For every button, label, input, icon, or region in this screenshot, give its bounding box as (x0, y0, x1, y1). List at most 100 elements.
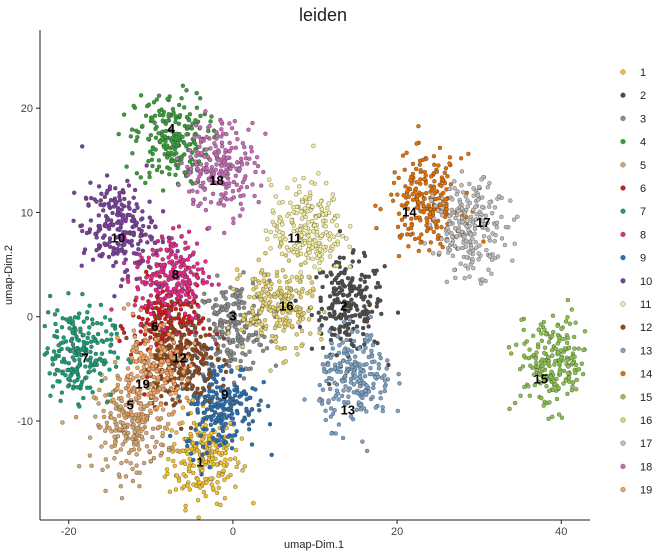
scatter-point (186, 399, 191, 404)
scatter-point (173, 253, 178, 258)
legend-key (620, 463, 626, 469)
scatter-point (203, 109, 208, 114)
legend-label: 12 (640, 322, 652, 334)
scatter-point (214, 341, 219, 346)
scatter-point (395, 192, 400, 197)
scatter-point (233, 484, 238, 489)
scatter-point (317, 267, 322, 272)
scatter-point (581, 347, 586, 353)
scatter-point (502, 242, 508, 248)
scatter-point (391, 180, 397, 186)
scatter-point (138, 307, 143, 313)
scatter-point (86, 331, 91, 336)
scatter-point (231, 216, 236, 221)
scatter-point (177, 102, 182, 108)
scatter-point (344, 370, 349, 375)
scatter-point (236, 460, 241, 465)
scatter-point (246, 410, 252, 415)
scatter-point (314, 275, 319, 280)
scatter-point (223, 362, 229, 367)
scatter-point (450, 253, 456, 258)
scatter-point (137, 470, 142, 475)
scatter-point (159, 393, 164, 399)
scatter-point (380, 405, 385, 410)
scatter-point (254, 155, 260, 160)
scatter-point (271, 222, 277, 227)
scatter-point (159, 169, 165, 175)
scatter-point (180, 83, 186, 88)
scatter-point (260, 348, 266, 353)
scatter-point (93, 358, 98, 363)
scatter-point (139, 351, 144, 356)
scatter-point (135, 287, 141, 292)
scatter-point (402, 222, 408, 228)
scatter-point (253, 387, 258, 392)
scatter-point (214, 462, 220, 467)
scatter-point (137, 447, 142, 452)
scatter-point (119, 496, 125, 501)
scatter-point (165, 285, 170, 290)
scatter-point (542, 361, 548, 366)
scatter-point (550, 353, 555, 358)
scatter-point (527, 347, 532, 352)
scatter-point (168, 248, 174, 253)
scatter-point (336, 422, 342, 427)
scatter-point (229, 126, 235, 131)
scatter-point (169, 150, 174, 155)
scatter-point (362, 253, 368, 259)
scatter-point (307, 237, 312, 242)
scatter-point (369, 359, 375, 365)
scatter-point (271, 312, 277, 317)
scatter-point (126, 183, 132, 188)
scatter-point (178, 264, 183, 270)
scatter-point (565, 335, 570, 341)
scatter-point (236, 299, 241, 304)
scatter-point (336, 300, 342, 305)
legend-label: 17 (640, 438, 652, 450)
scatter-point (177, 399, 182, 404)
scatter-point (494, 220, 500, 225)
scatter-point (94, 248, 99, 253)
scatter-point (186, 118, 192, 123)
scatter-point (536, 345, 541, 350)
scatter-point (174, 329, 179, 334)
scatter-point (162, 280, 167, 285)
scatter-point (338, 336, 343, 341)
scatter-point (160, 188, 166, 193)
scatter-point (328, 270, 333, 275)
cluster-label: 16 (279, 298, 293, 313)
scatter-point (85, 310, 90, 315)
scatter-point (563, 378, 569, 383)
scatter-point (194, 441, 199, 446)
scatter-point (200, 401, 205, 406)
scatter-point (104, 400, 110, 405)
scatter-point (467, 274, 472, 279)
scatter-point (141, 364, 147, 370)
scatter-point (432, 162, 437, 167)
scatter-point (459, 206, 465, 211)
scatter-point (307, 229, 313, 234)
scatter-point (96, 243, 102, 248)
scatter-point (89, 463, 94, 468)
scatter-point (277, 323, 282, 329)
scatter-point (135, 365, 140, 371)
scatter-point (114, 425, 119, 430)
cluster-label: 18 (209, 173, 223, 188)
scatter-point (324, 274, 329, 279)
scatter-point (344, 236, 349, 241)
scatter-point (542, 350, 547, 356)
scatter-point (310, 204, 315, 209)
scatter-point (310, 256, 315, 262)
scatter-point (188, 425, 194, 431)
scatter-point (453, 275, 458, 281)
scatter-point (280, 200, 285, 205)
scatter-point (479, 281, 484, 286)
scatter-point (263, 251, 268, 256)
scatter-point (327, 311, 332, 317)
scatter-point (371, 381, 376, 387)
scatter-point (181, 484, 187, 489)
scatter-point (572, 346, 577, 351)
scatter-point (149, 354, 155, 359)
scatter-point (82, 247, 88, 252)
legend-key (620, 231, 626, 237)
